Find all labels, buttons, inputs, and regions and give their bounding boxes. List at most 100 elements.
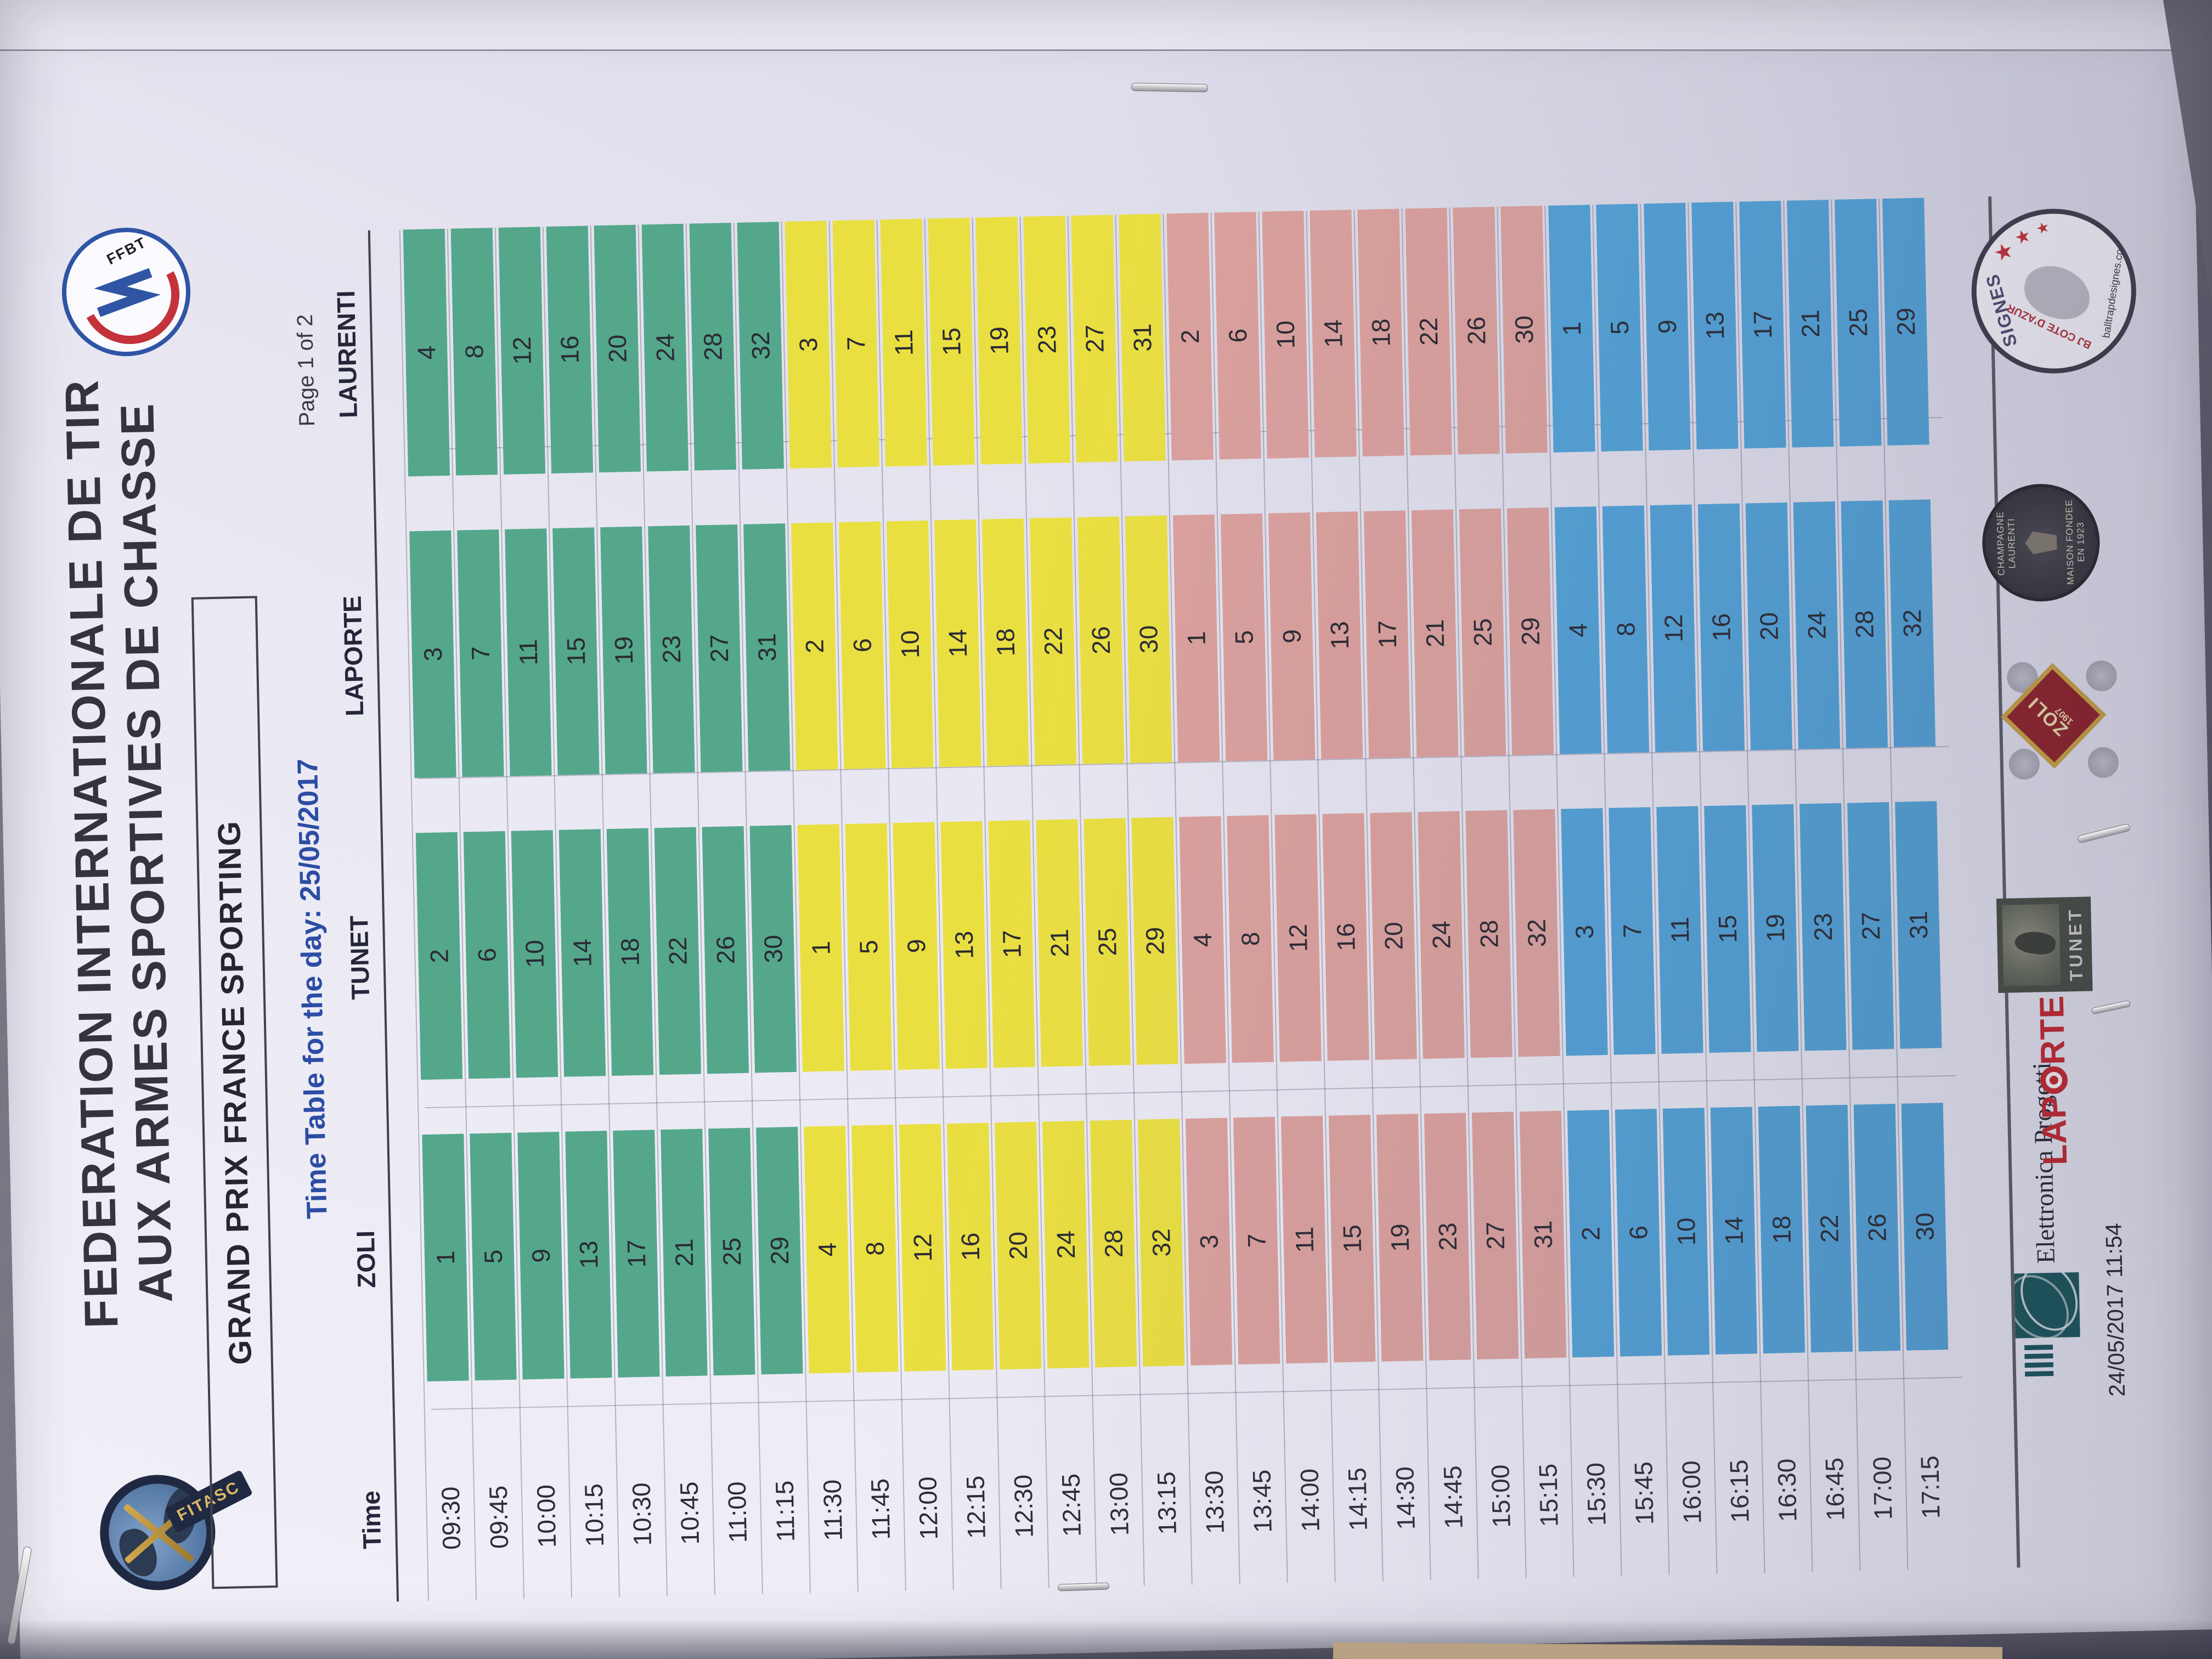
squad-cell-zoli: 3 [1185,1118,1233,1365]
squad-cell-zoli: 24 [1042,1120,1090,1369]
squad-cell-laurenti: 8 [450,228,498,476]
squad-cell-laporte: 28 [1841,500,1888,748]
time-label: 11:15 [770,1480,800,1542]
squad-cell-laporte: 10 [887,520,934,769]
ffbt-zigzag-icon [94,268,161,317]
squad-cell-zoli: 31 [1519,1110,1567,1359]
squad-cell-laurenti: 12 [498,227,546,475]
squad-cell-laurenti: 13 [1691,201,1739,450]
time-label: 10:45 [674,1481,705,1545]
squad-cell-tunet: 19 [1752,804,1799,1052]
squad-cell-tunet: 12 [1274,814,1322,1062]
squad-cell-laurenti: 22 [1405,207,1452,456]
squad-cell-tunet: 32 [1513,809,1560,1057]
time-label: 09:45 [483,1485,514,1549]
squad-cell-tunet: 28 [1465,810,1513,1058]
staple [1131,82,1209,93]
squad-cell-zoli: 22 [1805,1104,1853,1353]
time-label: 12:30 [1008,1474,1039,1538]
squad-cell-zoli: 18 [1758,1105,1805,1354]
squad-cell-zoli: 17 [613,1130,660,1378]
squad-cell-tunet: 10 [511,830,558,1078]
squad-cell-laporte: 17 [1363,510,1411,758]
squad-cell-laporte: 16 [1697,503,1745,752]
squad-cell-tunet: 20 [1370,812,1417,1060]
tunet-picture-icon [2002,904,2061,986]
squad-cell-zoli: 23 [1424,1113,1471,1361]
squad-cell-tunet: 9 [893,822,940,1070]
squad-cell-laurenti: 10 [1262,211,1309,459]
squad-cell-tunet: 2 [415,832,463,1080]
squad-cell-zoli: 15 [1328,1115,1376,1363]
squad-cell-zoli: 4 [804,1126,851,1374]
ffbt-logo: FFBT [60,226,192,358]
squad-cell-laporte: 22 [1029,517,1077,765]
squad-cell-tunet: 8 [1227,815,1274,1063]
squad-cell-laurenti: 9 [1644,202,1691,451]
time-label: 15:45 [1629,1461,1659,1525]
tunet-logo: TUNET [1996,896,2093,994]
squad-cell-laurenti: 3 [785,221,832,469]
elettronica-mark-icon [2014,1272,2080,1339]
time-label: 15:00 [1486,1464,1516,1528]
squad-cell-laurenti: 5 [1596,204,1643,452]
time-label: 13:00 [1104,1472,1134,1536]
squad-cell-tunet: 27 [1847,802,1894,1050]
column-header-tunet: TUNET [344,915,375,1000]
time-label: 15:15 [1533,1463,1564,1527]
star-icon: ★ [2034,221,2051,235]
squad-cell-laporte: 19 [600,526,647,775]
squad-cell-zoli: 28 [1090,1120,1137,1368]
time-label: 13:15 [1152,1471,1182,1536]
squad-cell-tunet: 23 [1799,803,1847,1051]
squad-cell-laurenti: 26 [1453,206,1500,455]
squad-cell-laurenti: 29 [1882,198,1929,446]
squad-cell-laurenti: 30 [1500,206,1548,454]
squad-cell-tunet: 16 [1322,813,1369,1061]
laporte-text-suffix: RTE [2033,995,2073,1065]
squad-cell-tunet: 17 [988,820,1035,1068]
underlying-sheet-edge [0,0,2212,51]
squad-cell-zoli: 8 [851,1125,899,1373]
print-timestamp: 24/05/2017 11:54 [2101,1223,2130,1397]
squad-cell-zoli: 25 [708,1127,755,1376]
squad-cell-laurenti: 16 [546,225,594,474]
squad-cell-laporte: 31 [743,523,791,771]
squad-cell-zoli: 20 [995,1121,1042,1370]
squad-cell-tunet: 1 [797,824,845,1072]
time-label: 15:30 [1581,1462,1611,1526]
squad-cell-zoli: 21 [661,1128,708,1377]
time-label: 11:00 [722,1481,752,1543]
bignes-badge-logo: ★ ★ ★ SIGNES BJ COTE D'AZUR balltrapdesi… [1970,207,2138,375]
time-label: 10:30 [627,1482,657,1547]
squad-cell-laporte: 15 [552,527,600,775]
squad-cell-zoli: 11 [1280,1115,1328,1364]
squad-cell-laporte: 20 [1745,502,1793,751]
laurenti-arc-top: CHAMPAGNE LAURENTI [1995,511,2018,576]
squad-cell-tunet: 31 [1895,801,1942,1049]
squad-cell-tunet: 24 [1418,811,1465,1059]
squad-cell-laurenti: 20 [594,224,641,473]
squad-cell-laurenti: 14 [1310,210,1357,458]
squad-cell-zoli: 14 [1710,1107,1758,1355]
squad-cell-laurenti: 28 [689,223,737,471]
time-label: 12:00 [913,1476,943,1541]
squad-cell-tunet: 18 [606,828,654,1076]
squad-cell-laporte: 27 [696,524,743,772]
laurenti-arc-bottom: MAISON FONDEE EN 1923 [2063,499,2087,585]
squad-cell-tunet: 29 [1131,817,1178,1065]
time-label: 16:00 [1677,1460,1707,1525]
squad-cell-zoli: 1 [422,1133,469,1382]
time-label: 10:00 [531,1484,562,1548]
squad-cell-zoli: 2 [1567,1109,1615,1358]
squad-cell-laporte: 2 [791,522,838,770]
squad-cell-laporte: 9 [1268,512,1316,760]
squad-cell-laporte: 26 [1077,516,1125,764]
squad-cell-laurenti: 23 [1023,216,1070,464]
zoli-logo: ZOLI 1907 [1990,656,2130,785]
squad-cell-laurenti: 11 [880,218,927,467]
squad-cell-laporte: 11 [505,528,552,776]
squad-cell-tunet: 13 [940,821,988,1069]
squad-cell-laporte: 25 [1459,508,1506,757]
